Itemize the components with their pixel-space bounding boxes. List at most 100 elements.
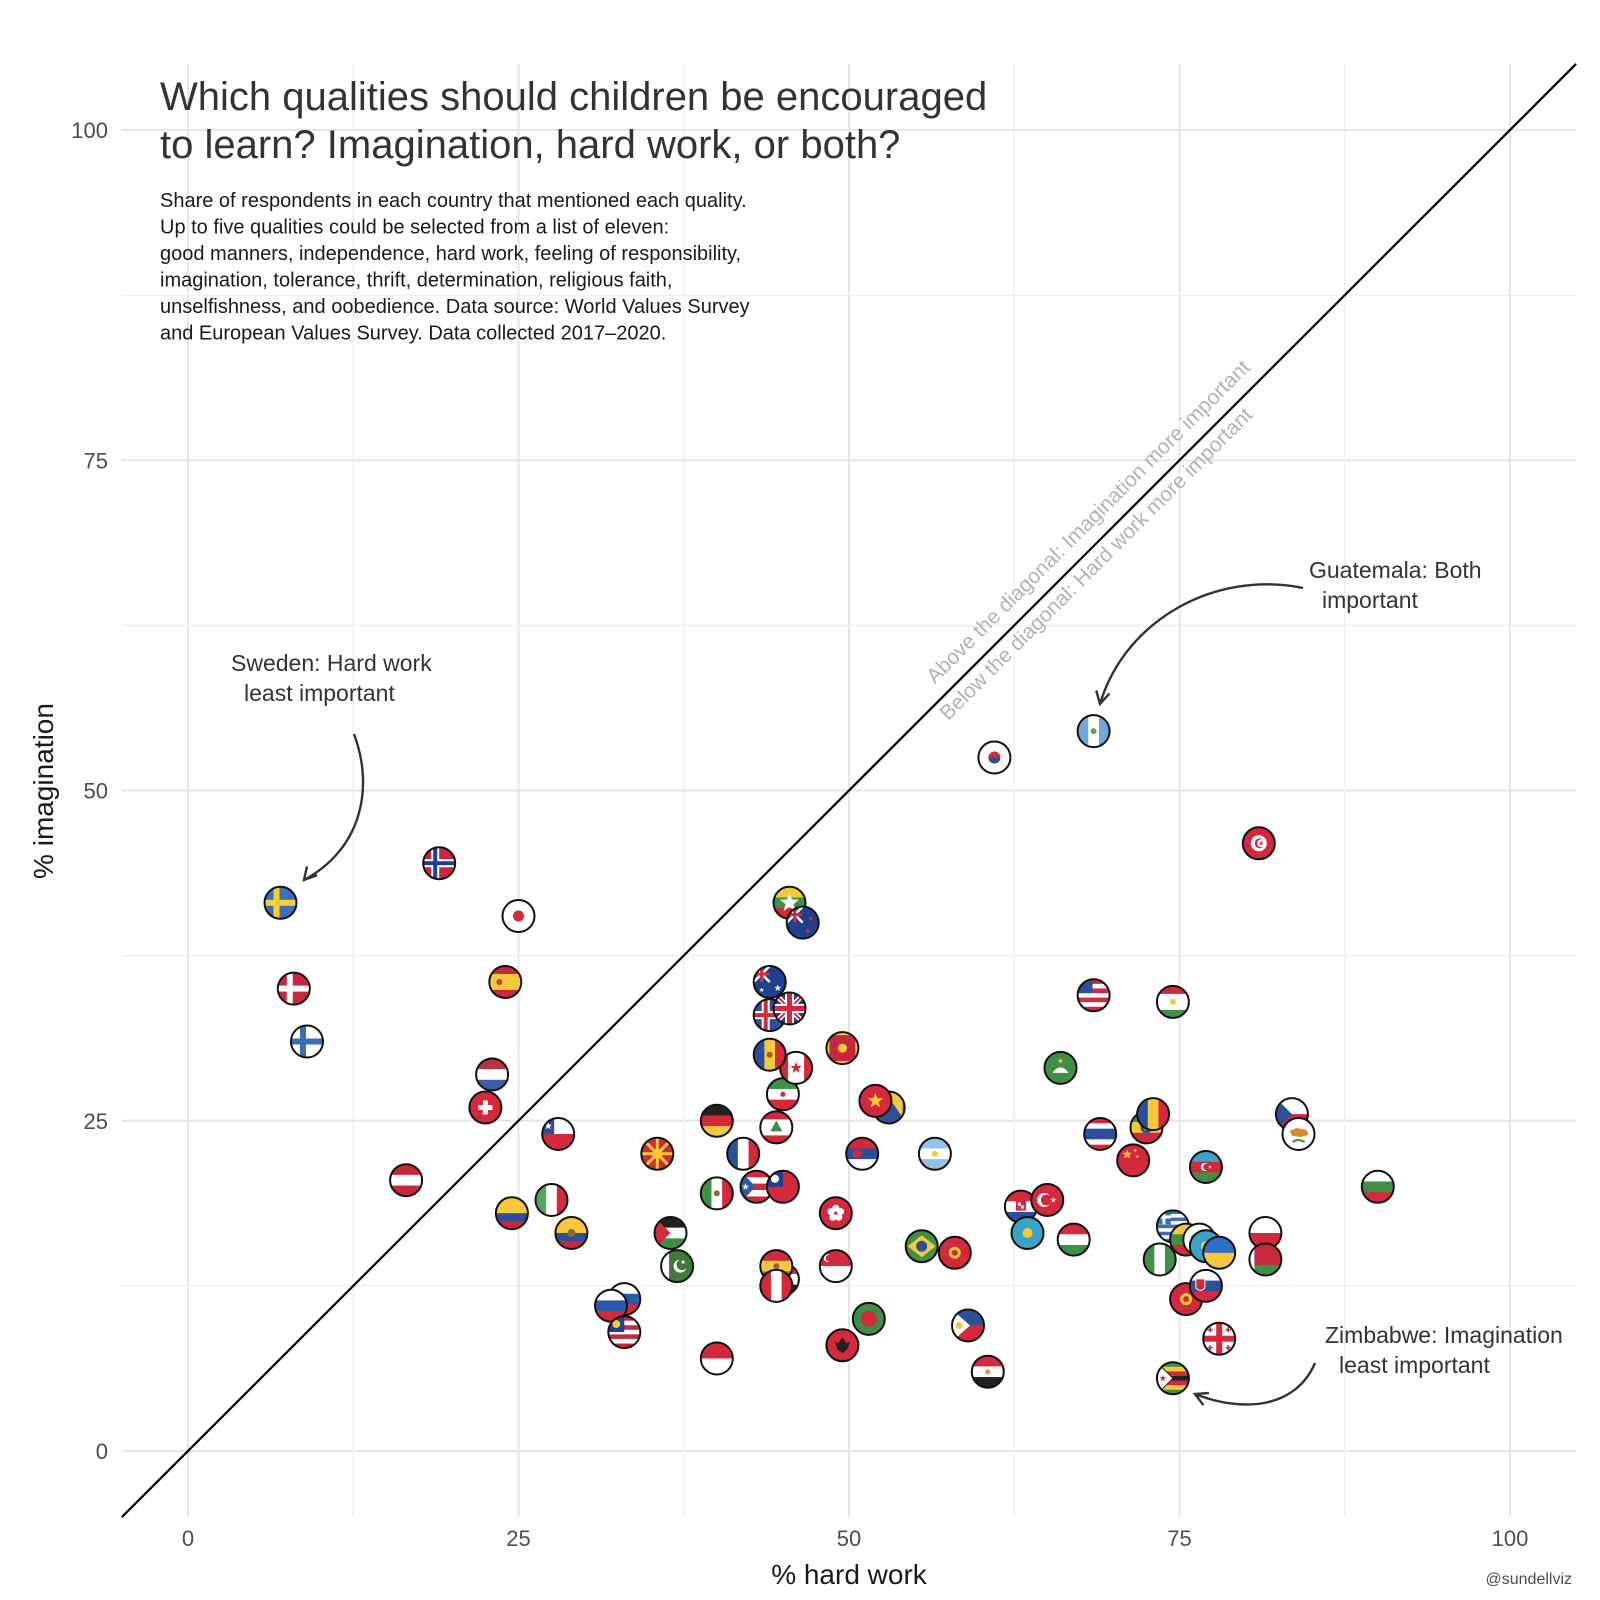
point-hong-kong bbox=[818, 1196, 853, 1231]
chart-title: Which qualities should children be encou… bbox=[160, 75, 987, 167]
arrow-head bbox=[1095, 690, 1111, 707]
annotation-text: Sweden: Hard work bbox=[231, 650, 432, 676]
point-japan bbox=[501, 899, 536, 933]
point-china bbox=[1116, 1143, 1151, 1178]
point-argentina bbox=[917, 1136, 952, 1171]
annotation-arrows bbox=[302, 583, 1317, 1406]
point-sweden bbox=[263, 885, 298, 920]
point-georgia bbox=[1202, 1321, 1237, 1356]
annotation-text: important bbox=[1322, 587, 1418, 613]
point-denmark bbox=[276, 971, 311, 1006]
point-romania bbox=[1136, 1097, 1171, 1132]
point-spain bbox=[488, 965, 523, 999]
annotation-arrow bbox=[1194, 1362, 1317, 1406]
x-tick-label: 100 bbox=[1492, 1526, 1529, 1551]
point-usa bbox=[1076, 978, 1111, 1013]
point-bulgaria bbox=[1360, 1169, 1395, 1204]
point-france bbox=[726, 1136, 761, 1171]
point-montenegro bbox=[825, 1031, 860, 1066]
point-pakistan bbox=[660, 1249, 695, 1284]
point-azerbaijan bbox=[1188, 1150, 1223, 1184]
point-thailand bbox=[1083, 1117, 1118, 1151]
point-morocco bbox=[851, 1301, 886, 1336]
y-axis-label: % imagination bbox=[28, 703, 59, 879]
point-lebanon bbox=[759, 1110, 794, 1145]
point-colombia bbox=[494, 1196, 529, 1231]
subtitle-line: and European Values Survey. Data collect… bbox=[160, 323, 666, 345]
point-nigeria bbox=[1142, 1242, 1177, 1277]
point-jordan bbox=[653, 1216, 688, 1250]
annotation-arrow bbox=[303, 733, 365, 882]
point-new-zealand bbox=[785, 905, 820, 940]
point-brazil bbox=[904, 1229, 939, 1264]
annotation-text: least important bbox=[1339, 1352, 1490, 1378]
point-peru bbox=[759, 1268, 794, 1303]
point-philippines bbox=[951, 1308, 985, 1343]
point-hungary bbox=[1056, 1222, 1091, 1257]
point-kazakhstan bbox=[1010, 1216, 1045, 1250]
subtitle-line: imagination, tolerance, thrift, determin… bbox=[160, 270, 673, 292]
point-vietnam bbox=[858, 1083, 893, 1118]
x-tick-label: 75 bbox=[1167, 1526, 1191, 1551]
x-tick-label: 25 bbox=[506, 1526, 530, 1551]
point-malaysia bbox=[607, 1315, 642, 1350]
chart-subtitle: Share of respondents in each country tha… bbox=[160, 190, 750, 345]
point-tunisia bbox=[1241, 826, 1276, 861]
point-albania bbox=[825, 1328, 860, 1363]
point-austria bbox=[389, 1163, 424, 1198]
point-uk bbox=[772, 991, 807, 1026]
point-zimbabwe bbox=[1155, 1361, 1190, 1396]
point-mexico bbox=[699, 1176, 734, 1211]
y-tick-label: 75 bbox=[84, 448, 108, 473]
point-ecuador bbox=[554, 1216, 589, 1250]
point-chile bbox=[541, 1117, 576, 1151]
flag-points bbox=[263, 714, 1395, 1396]
point-guatemala bbox=[1076, 714, 1111, 749]
diagonal-note-below: Below the diagonal: Hard work more impor… bbox=[935, 403, 1257, 725]
point-cyprus bbox=[1281, 1117, 1316, 1151]
diagonal-line bbox=[121, 63, 1577, 1518]
y-tick-label: 0 bbox=[96, 1439, 108, 1464]
point-serbia bbox=[845, 1136, 880, 1171]
point-north-macedonia bbox=[640, 1136, 675, 1171]
y-tick-label: 50 bbox=[84, 779, 108, 804]
point-italy bbox=[534, 1183, 569, 1217]
point-norway bbox=[422, 846, 457, 881]
x-tick-label: 50 bbox=[837, 1526, 861, 1551]
diagonal-notes: Above the diagonal: Imagination more imp… bbox=[922, 356, 1257, 725]
point-finland bbox=[290, 1024, 324, 1059]
arrow-head bbox=[1192, 1391, 1210, 1406]
point-indonesia bbox=[699, 1341, 734, 1376]
point-netherlands bbox=[475, 1057, 510, 1092]
point-egypt bbox=[970, 1354, 1005, 1389]
subtitle-line: good manners, independence, hard work, f… bbox=[160, 243, 741, 265]
point-switzerland bbox=[468, 1090, 503, 1125]
point-germany bbox=[699, 1103, 734, 1138]
x-axis-label: % hard work bbox=[771, 1559, 928, 1590]
annotation-text: Guatemala: Both bbox=[1309, 557, 1482, 583]
grid-lines bbox=[121, 63, 1577, 1518]
credit-label: @sundellviz bbox=[1486, 1571, 1573, 1588]
title-line: Which qualities should children be encou… bbox=[160, 75, 987, 119]
point-tajikistan bbox=[1155, 984, 1190, 1019]
annotations: Sweden: Hard work least important Guatemal… bbox=[231, 557, 1563, 1378]
axis-ticks: 0 25 50 75 100 0 25 50 75 100 bbox=[71, 118, 1528, 1551]
annotation-text: least important bbox=[244, 680, 395, 706]
subtitle-line: unselfishness, and oobedience. Data sour… bbox=[160, 296, 750, 318]
y-tick-label: 25 bbox=[84, 1109, 108, 1134]
y-tick-label: 100 bbox=[71, 118, 108, 143]
annotation-text: Zimbabwe: Imagination bbox=[1325, 1322, 1563, 1348]
subtitle-line: Share of respondents in each country tha… bbox=[160, 190, 747, 212]
point-macau bbox=[1043, 1050, 1078, 1085]
point-belarus bbox=[1248, 1242, 1283, 1277]
arrow-head bbox=[302, 866, 318, 882]
diagonal-note-above: Above the diagonal: Imagination more imp… bbox=[922, 356, 1255, 688]
point-singapore bbox=[818, 1249, 853, 1284]
title-line: to learn? Imagination, hard work, or bot… bbox=[160, 123, 900, 167]
point-turkey bbox=[1030, 1183, 1065, 1217]
x-tick-label: 0 bbox=[182, 1526, 194, 1551]
annotation-arrow bbox=[1098, 583, 1304, 705]
point-kyrgyzstan bbox=[937, 1235, 972, 1270]
point-australia bbox=[752, 965, 787, 999]
